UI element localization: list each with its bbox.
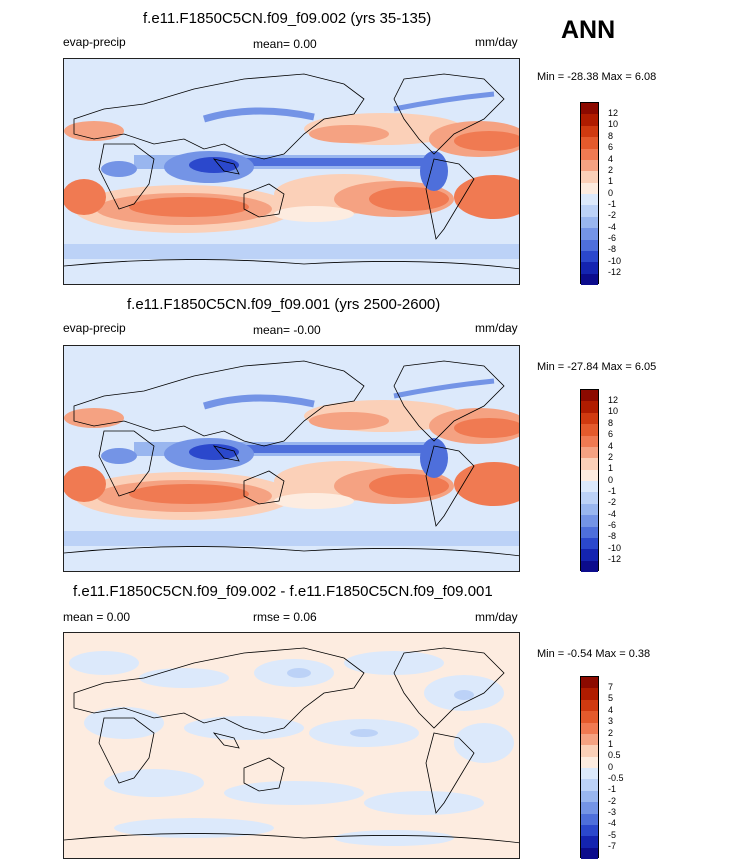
colorbar-tick: 4 <box>608 705 614 715</box>
colorbar-tick: 6 <box>608 429 614 439</box>
colorbar-tick: -10 <box>608 543 622 553</box>
colorbar-tick: 2 <box>608 165 614 175</box>
colorbar-tick: -4 <box>608 509 617 519</box>
colorbar-tick: -2 <box>608 210 617 220</box>
colorbar-tick: 3 <box>608 716 614 726</box>
panel-1-map <box>63 58 520 285</box>
colorbar-tick: -5 <box>608 830 617 840</box>
colorbar-tick: 4 <box>608 154 614 164</box>
colorbar-tick: 2 <box>608 452 614 462</box>
colorbar-tick: 5 <box>608 693 614 703</box>
colorbar-tick: 7 <box>608 682 614 692</box>
panel-3-colorbar <box>580 676 599 859</box>
colorbar-tick: -8 <box>608 244 617 254</box>
panel-2-variable-label: evap-precip <box>63 321 126 335</box>
colorbar-tick: 0 <box>608 475 614 485</box>
colorbar-tick: 8 <box>608 418 614 428</box>
colorbar-tick: -1 <box>608 784 617 794</box>
colorbar-tick: 10 <box>608 406 619 416</box>
panel-2-title: f.e11.F1850C5CN.f09_f09.001 (yrs 2500-26… <box>127 296 441 313</box>
panel-1-title: f.e11.F1850C5CN.f09_f09.002 (yrs 35-135) <box>143 10 432 27</box>
colorbar-tick: 0 <box>608 188 614 198</box>
colorbar-tick: -1 <box>608 486 617 496</box>
panel-3-title: f.e11.F1850C5CN.f09_f09.002 - f.e11.F185… <box>73 583 493 600</box>
colorbar-tick: -8 <box>608 531 617 541</box>
panel-1-units-label: mm/day <box>475 35 518 49</box>
colorbar-tick: -3 <box>608 807 617 817</box>
panel-3-minmax: Min = -0.54 Max = 0.38 <box>537 648 651 660</box>
colorbar-tick: 0 <box>608 762 614 772</box>
panel-1-minmax: Min = -28.38 Max = 6.08 <box>537 71 657 83</box>
panel-2-map <box>63 345 520 572</box>
colorbar-tick: 1 <box>608 739 614 749</box>
colorbar-tick: 4 <box>608 441 614 451</box>
panel-2-minmax: Min = -27.84 Max = 6.05 <box>537 361 657 373</box>
colorbar-tick: -12 <box>608 554 622 564</box>
colorbar-tick: -0.5 <box>608 773 624 783</box>
panel-2-mean-label: mean= -0.00 <box>253 323 321 337</box>
colorbar-tick: -12 <box>608 267 622 277</box>
colorbar-tick: 6 <box>608 142 614 152</box>
colorbar-tick: -2 <box>608 497 617 507</box>
colorbar-tick: 8 <box>608 131 614 141</box>
colorbar-tick: -6 <box>608 233 617 243</box>
panel-2-units-label: mm/day <box>475 321 518 335</box>
panel-3-map <box>63 632 520 859</box>
panel-1-variable-label: evap-precip <box>63 35 126 49</box>
colorbar-tick: -10 <box>608 256 622 266</box>
colorbar-tick: 12 <box>608 108 619 118</box>
colorbar-tick: -7 <box>608 841 617 851</box>
colorbar-tick: 10 <box>608 119 619 129</box>
colorbar-tick: -4 <box>608 222 617 232</box>
colorbar-tick: 2 <box>608 728 614 738</box>
panel-1-mean-label: mean= 0.00 <box>253 37 317 51</box>
season-label: ANN <box>561 16 616 44</box>
colorbar-tick: -2 <box>608 796 617 806</box>
colorbar-tick: -6 <box>608 520 617 530</box>
panel-1-colorbar <box>580 102 599 285</box>
panel-3-rmse-label: rmse = 0.06 <box>253 610 317 624</box>
colorbar-tick: 0.5 <box>608 750 621 760</box>
colorbar-tick: 1 <box>608 463 614 473</box>
panel-2-colorbar <box>580 389 599 572</box>
panel-3-units-label: mm/day <box>475 610 518 624</box>
colorbar-tick: -1 <box>608 199 617 209</box>
colorbar-tick: 1 <box>608 176 614 186</box>
colorbar-tick: -4 <box>608 818 617 828</box>
colorbar-tick: 12 <box>608 395 619 405</box>
panel-3-mean-label: mean = 0.00 <box>63 610 131 624</box>
